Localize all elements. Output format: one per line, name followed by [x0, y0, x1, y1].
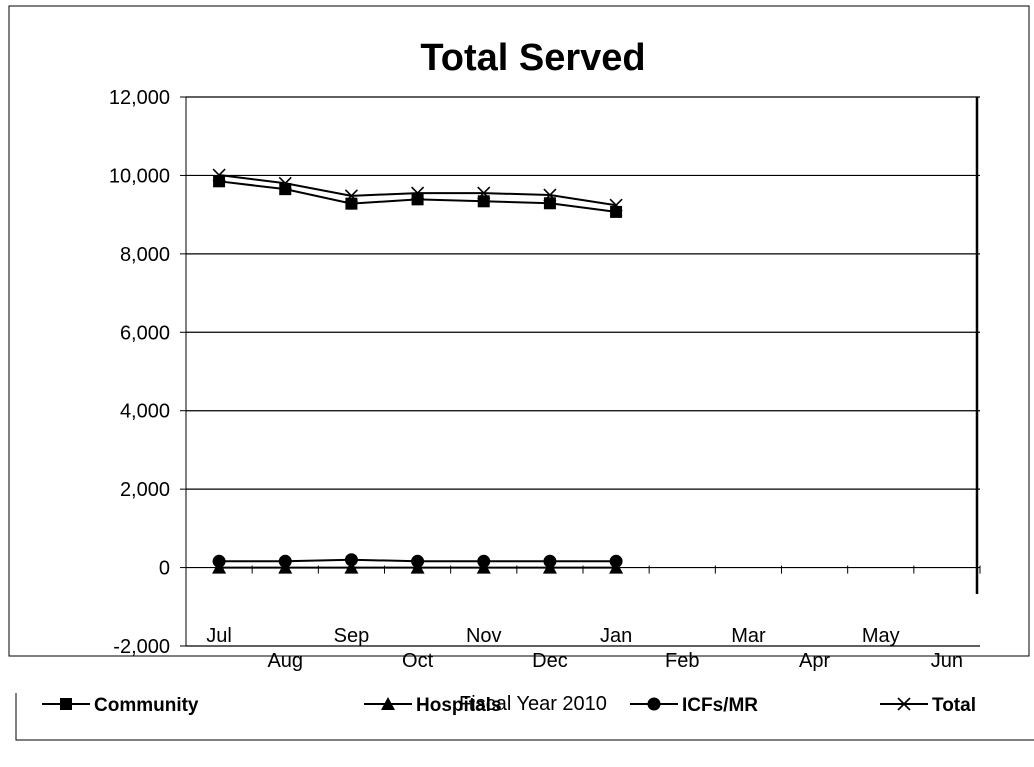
- gridlines: [186, 96, 980, 647]
- x-tick-label: Mar: [731, 625, 766, 647]
- x-tick-label: Jan: [600, 625, 632, 647]
- chart-border: [8, 5, 1030, 657]
- legend-frame: [15, 693, 1034, 741]
- legend: Community Hospitals ICFs/MR Total: [42, 695, 976, 716]
- series-group: [212, 168, 624, 574]
- x-tick-label: Oct: [402, 650, 434, 672]
- legend-label: Hospitals: [416, 695, 502, 716]
- x-tick-label: Apr: [799, 650, 830, 672]
- x-marker: [477, 186, 491, 200]
- x-marker: [278, 176, 292, 190]
- y-tick-label: 8,000: [120, 244, 170, 266]
- triangle-marker: [381, 697, 395, 710]
- circle-marker: [609, 554, 623, 568]
- square-marker: [477, 195, 490, 208]
- y-tick-label: 0: [159, 558, 170, 580]
- x-marker: [609, 198, 623, 212]
- x-tick-label: Sep: [334, 625, 370, 647]
- legend-label: Community: [94, 695, 199, 716]
- x-marker: [411, 186, 425, 200]
- square-marker: [411, 193, 424, 206]
- circle-marker: [212, 554, 226, 568]
- square-marker: [60, 698, 72, 710]
- y-tick-label: 12,000: [109, 87, 170, 109]
- x-tick-label: Nov: [466, 625, 502, 647]
- square-marker: [345, 197, 358, 210]
- y-tick-label: 4,000: [120, 401, 170, 423]
- x-tick-label: Jul: [206, 625, 232, 647]
- legend-label: ICFs/MR: [682, 695, 758, 716]
- y-tick-label: -2,000: [113, 636, 170, 658]
- x-marker: [897, 697, 911, 711]
- legend-item: Community: [42, 695, 199, 716]
- legend-item: ICFs/MR: [630, 695, 758, 716]
- circle-marker: [278, 554, 292, 568]
- legend-label: Total: [932, 695, 976, 716]
- square-marker: [610, 205, 623, 218]
- series-icfs-mr: [212, 553, 623, 568]
- x-axis-label: Fiscal Year 2010: [459, 693, 607, 715]
- x-tick-label: Aug: [267, 650, 303, 672]
- circle-marker: [543, 554, 557, 568]
- x-tick-label: May: [862, 625, 900, 647]
- y-tick-label: 6,000: [120, 322, 170, 344]
- square-marker: [543, 197, 556, 210]
- circle-marker: [647, 697, 661, 711]
- y-axis: -2,000 0 2,000 4,000 6,000 8,000 10,000 12,000: [109, 87, 979, 658]
- x-tick-label: Feb: [665, 650, 699, 672]
- triangle-marker: [344, 560, 359, 574]
- x-marker: [344, 189, 358, 203]
- legend-item: Total: [880, 695, 976, 716]
- chart-title: Total Served: [420, 37, 645, 79]
- circle-marker: [477, 554, 491, 568]
- x-marker: [543, 188, 557, 202]
- circle-marker: [344, 553, 358, 567]
- square-marker: [213, 175, 226, 188]
- x-tick-label: Jun: [931, 650, 963, 672]
- circle-marker: [411, 554, 425, 568]
- x-axis: Jul Aug Sep Oct Nov Dec Jan Feb Mar Apr May Jun: [185, 565, 981, 672]
- y-tick-label: 2,000: [120, 479, 170, 501]
- series-total: [212, 168, 623, 212]
- x-marker: [212, 168, 226, 182]
- legend-item: Hospitals: [364, 695, 502, 716]
- y-tick-label: 10,000: [109, 165, 170, 187]
- x-tick-label: Dec: [532, 650, 568, 672]
